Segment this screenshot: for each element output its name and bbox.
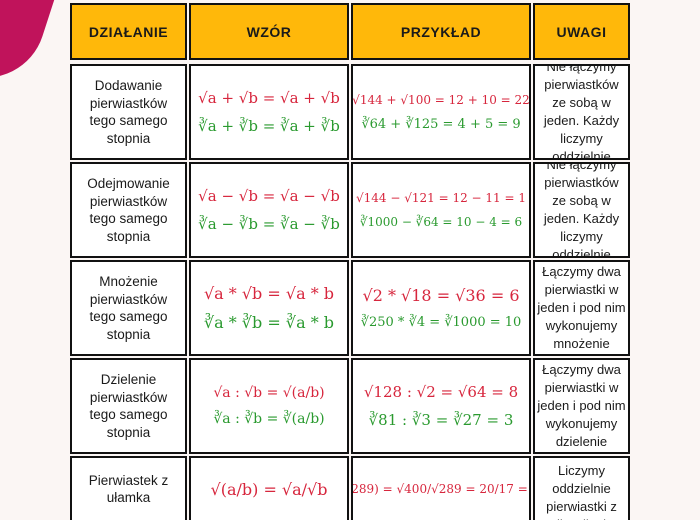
row-2-note: Nie łączymy pierwiastków ze sobą w jeden… bbox=[533, 162, 630, 258]
formula-line: ∛a − ∛b = ∛a − ∛b bbox=[198, 215, 340, 233]
row-4-formula: √a : √b = √(a/b) ∛a : ∛b = ∛(a/b) bbox=[189, 358, 349, 454]
row-4-example: √128 : √2 = √64 = 8 ∛81 : ∛3 = ∛27 = 3 bbox=[351, 358, 531, 454]
example-line: √144 + √100 = 12 + 10 = 22 bbox=[352, 92, 530, 107]
row-2-operation: Odejmowanie pierwiastków tego samego sto… bbox=[70, 162, 187, 258]
row-3-note: Łączymy dwa pierwiastki w jeden i pod ni… bbox=[533, 260, 630, 356]
row-5-example: √(400/289) = √400/√289 = 20/17 = 1 3/17 bbox=[351, 456, 531, 520]
row-3-operation: Mnożenie pierwiastków tego samego stopni… bbox=[70, 260, 187, 356]
row-5-formula: √(a/b) = √a/√b bbox=[189, 456, 349, 520]
formula-line: √a − √b = √a − √b bbox=[198, 187, 340, 205]
formula-line: √a * √b = √a * b bbox=[203, 284, 335, 303]
formula-line: √a + √b = √a + √b bbox=[198, 89, 340, 107]
example-line: √128 : √2 = √64 = 8 bbox=[363, 383, 519, 401]
row-3-formula: √a * √b = √a * b ∛a * ∛b = ∛a * b bbox=[189, 260, 349, 356]
header-formula: WZÓR bbox=[189, 3, 349, 60]
example-line: ∛250 * ∛4 = ∛1000 = 10 bbox=[360, 315, 522, 330]
example-line: √2 * √18 = √36 = 6 bbox=[362, 286, 520, 305]
row-5-note: Liczymy oddzielnie pierwiastki z licznik… bbox=[533, 456, 630, 520]
decorative-shape bbox=[0, 0, 61, 94]
row-2-formula: √a − √b = √a − √b ∛a − ∛b = ∛a − ∛b bbox=[189, 162, 349, 258]
row-1-operation: Dodawanie pierwiastków tego samego stopn… bbox=[70, 64, 187, 160]
row-5-operation: Pierwiastek z ułamka bbox=[70, 456, 187, 520]
row-1-example: √144 + √100 = 12 + 10 = 22 ∛64 + ∛125 = … bbox=[351, 64, 531, 160]
row-4-note: Łączymy dwa pierwiastki w jeden i pod ni… bbox=[533, 358, 630, 454]
header-example: PRZYKŁAD bbox=[351, 3, 531, 60]
formula-line: ∛a : ∛b = ∛(a/b) bbox=[213, 411, 325, 427]
row-1-note: Nie łączymy pierwiastków ze sobą w jeden… bbox=[533, 64, 630, 160]
example-line: √(400/289) = √400/√289 = 20/17 = 1 3/17 bbox=[351, 482, 529, 496]
row-1-formula: √a + √b = √a + √b ∛a + ∛b = ∛a + ∛b bbox=[189, 64, 349, 160]
example-line: √144 − √121 = 12 − 11 = 1 bbox=[355, 191, 526, 205]
formula-line: ∛a * ∛b = ∛a * b bbox=[203, 313, 335, 332]
formula-line: √(a/b) = √a/√b bbox=[210, 479, 328, 499]
example-line: ∛64 + ∛125 = 4 + 5 = 9 bbox=[361, 116, 521, 132]
row-4-operation: Dzielenie pierwiastków tego samego stopn… bbox=[70, 358, 187, 454]
example-line: ∛81 : ∛3 = ∛27 = 3 bbox=[368, 411, 514, 429]
row-3-example: √2 * √18 = √36 = 6 ∛250 * ∛4 = ∛1000 = 1… bbox=[351, 260, 531, 356]
example-line: ∛1000 − ∛64 = 10 − 4 = 6 bbox=[359, 215, 523, 229]
header-notes: UWAGI bbox=[533, 3, 630, 60]
header-operation: DZIAŁANIE bbox=[70, 3, 187, 60]
formula-line: √a : √b = √(a/b) bbox=[213, 385, 325, 401]
formula-line: ∛a + ∛b = ∛a + ∛b bbox=[198, 117, 340, 135]
row-2-example: √144 − √121 = 12 − 11 = 1 ∛1000 − ∛64 = … bbox=[351, 162, 531, 258]
